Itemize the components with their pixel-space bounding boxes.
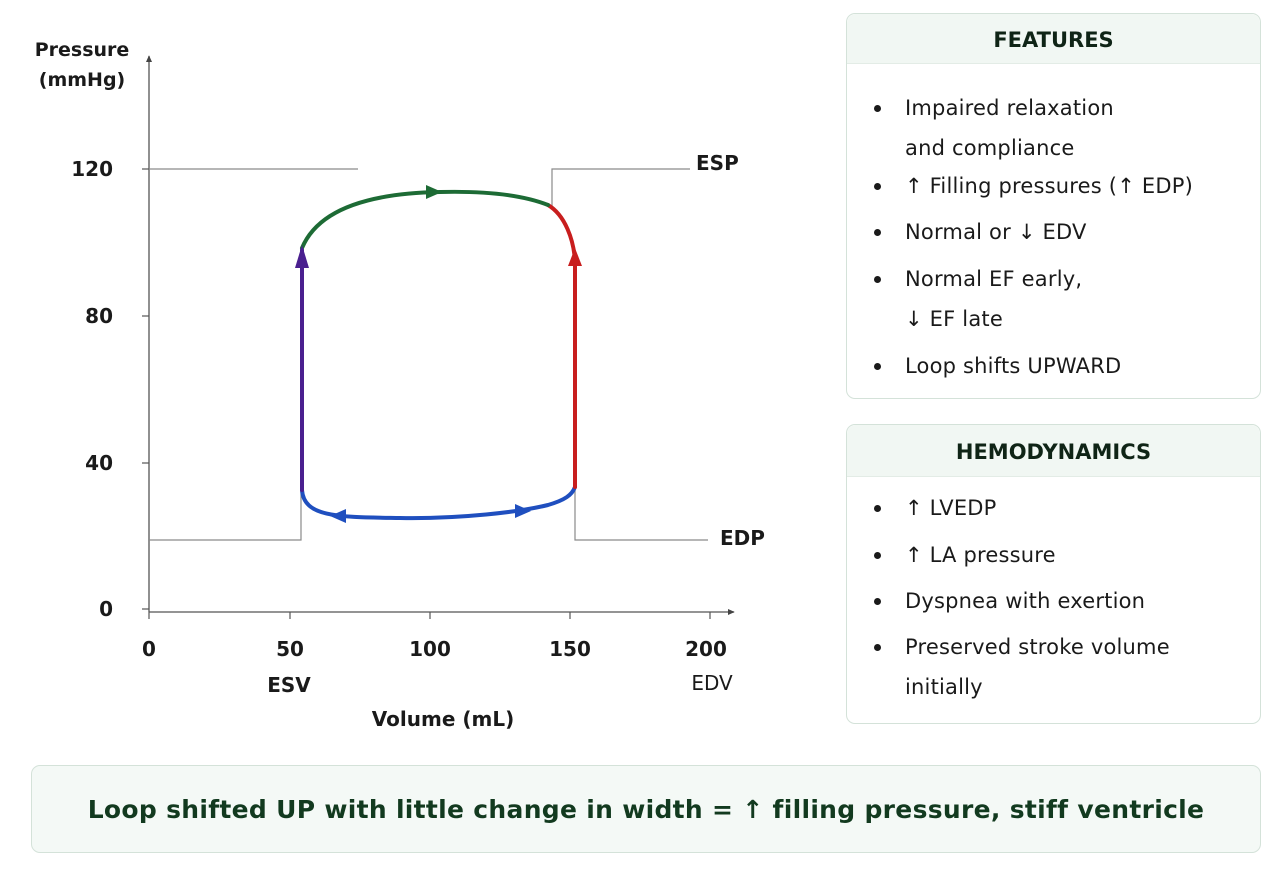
y-tick-label-40: 40 [85,451,113,475]
y-tick-label-0: 0 [99,597,113,621]
features-item-loop-shift: Loop shifts UPWARD [873,346,1122,386]
x-axis-label: Volume (mL) [372,707,514,731]
y-axis-label-line1: Pressure [35,39,130,61]
y-tick-label-120: 120 [71,157,113,181]
hemodynamics-panel: HEMODYNAMICS ↑ LVEDP ↑ LA pressure Dyspn… [846,424,1261,724]
esp-leader-line [551,168,690,206]
hemodynamics-item-lvedp: ↑ LVEDP [874,488,997,528]
ejection-phase-curve [300,189,550,250]
x-tick-label-100: 100 [409,637,451,661]
features-item-edv: Normal or ↓ EDV [874,212,1087,252]
features-panel: FEATURES Impaired relaxation and complia… [846,13,1261,399]
features-item-line: Normal EF early, [905,267,1083,291]
features-item-filling-pressures: ↑ Filling pressures (↑ EDP) [874,166,1193,206]
x-tick-label-50: 50 [276,637,304,661]
features-item-ef: Normal EF early, ↓ EF late [873,259,1083,339]
features-item-line: and compliance [905,136,1075,160]
edp-leader-line-right [574,487,708,541]
esp-label: ESP [696,151,739,175]
hemodynamics-item-line: ↑ LVEDP [905,496,997,520]
y-tick-label-80: 80 [85,304,113,328]
ejection-arrow-right [426,185,442,199]
hemodynamics-item-line: ↑ LA pressure [905,543,1056,567]
hemodynamics-item-la-pressure: ↑ LA pressure [874,535,1056,575]
esv-label: ESV [267,673,311,697]
features-item-line: Loop shifts UPWARD [905,354,1122,378]
hemodynamics-item-stroke-volume: Preserved stroke volume initially [874,627,1170,707]
pressure-volume-diagram: Pressure (mmHg) Volume (mL) 0 40 80 120 … [35,39,765,731]
filling-phase-curve [300,485,577,521]
hemodynamics-item-line: Dyspnea with exertion [905,589,1146,613]
features-item-line: ↑ Filling pressures (↑ EDP) [905,174,1193,198]
y-axis-label-line2: (mmHg) [39,69,125,91]
features-item-line: Impaired relaxation [905,96,1114,120]
hemodynamics-title: HEMODYNAMICS [847,425,1260,477]
summary-banner: Loop shifted UP with little change in wi… [31,765,1261,853]
hemodynamics-item-line: Preserved stroke volume [905,635,1170,659]
features-item-line: ↓ EF late [905,307,1003,331]
features-item-relaxation: Impaired relaxation and compliance [874,88,1114,168]
relaxation-arrow-up [295,245,309,268]
filling-arrow-left [330,509,346,523]
early-ejection-curve [546,203,577,264]
edp-label: EDP [720,526,765,550]
contraction-arrow-up [568,248,582,266]
edv-label: EDV [691,671,733,695]
x-tick-label-200: 200 [685,637,727,661]
hemodynamics-item-dyspnea: Dyspnea with exertion [873,581,1146,621]
filling-arrow-right [515,504,531,518]
x-tick-label-0: 0 [142,637,156,661]
features-title: FEATURES [847,14,1260,64]
hemodynamics-item-line: initially [905,675,983,699]
features-item-line: Normal or ↓ EDV [905,220,1087,244]
x-tick-label-150: 150 [549,637,591,661]
edp-leader-line-left [149,490,302,541]
